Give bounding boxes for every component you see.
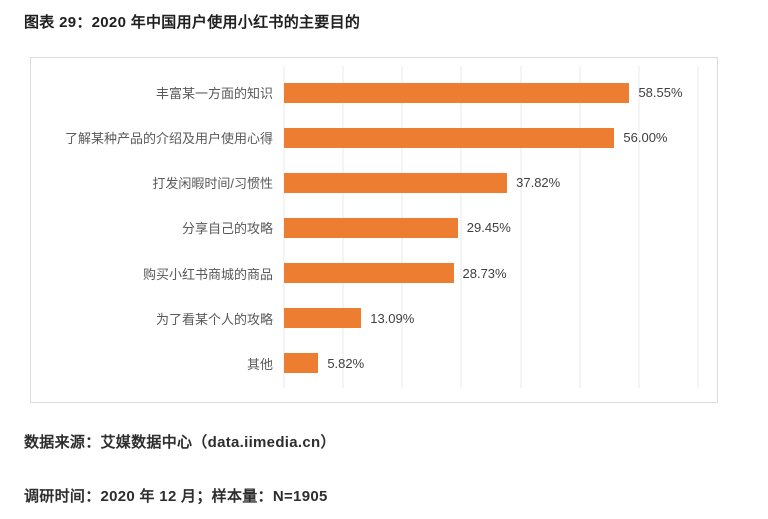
value-label: 13.09% bbox=[370, 310, 415, 326]
chart-row: 了解某种产品的介绍及用户使用心得 56.00% bbox=[31, 115, 697, 160]
bar bbox=[284, 217, 458, 238]
chart-row: 打发闲暇时间/习惯性 37.82% bbox=[31, 160, 697, 205]
gridline bbox=[697, 66, 699, 388]
chart-title: 图表 29：2020 年中国用户使用小红书的主要目的 bbox=[24, 14, 361, 31]
value-label: 58.55% bbox=[638, 85, 683, 101]
bar bbox=[284, 263, 454, 284]
bar-track: 58.55% bbox=[284, 70, 697, 115]
bar-track: 5.82% bbox=[284, 341, 697, 386]
bar-chart: 丰富某一方面的知识 58.55% 了解某种产品的介绍及用户使用心得 56.00% 打发闲… bbox=[30, 57, 718, 403]
bar-track: 56.00% bbox=[284, 115, 697, 160]
chart-row: 分享自己的攻略 29.45% bbox=[31, 205, 697, 250]
bar bbox=[284, 172, 508, 193]
category-label: 了解某种产品的介绍及用户使用心得 bbox=[64, 131, 273, 147]
gridline bbox=[520, 66, 522, 388]
category-label: 丰富某一方面的知识 bbox=[155, 86, 273, 102]
bar-track: 37.82% bbox=[284, 160, 697, 205]
value-label: 5.82% bbox=[327, 355, 365, 371]
category-label: 为了看某个人的攻略 bbox=[155, 311, 273, 327]
chart-row: 丰富某一方面的知识 58.55% bbox=[31, 70, 697, 115]
chart-row: 为了看某个人的攻略 13.09% bbox=[31, 296, 697, 341]
chart-row: 购买小红书商城的商品 28.73% bbox=[31, 251, 697, 296]
value-label: 28.73% bbox=[462, 265, 507, 281]
bar bbox=[284, 82, 630, 103]
chart-rows: 丰富某一方面的知识 58.55% 了解某种产品的介绍及用户使用心得 56.00% 打发闲… bbox=[31, 70, 697, 386]
value-label: 37.82% bbox=[516, 175, 561, 191]
bar-track: 13.09% bbox=[284, 296, 697, 341]
gridline bbox=[579, 66, 581, 388]
chart-row: 其他 5.82% bbox=[31, 341, 697, 386]
bar bbox=[284, 353, 319, 374]
bar-track: 28.73% bbox=[284, 251, 697, 296]
bar-track: 29.45% bbox=[284, 205, 697, 250]
data-source-note: 数据来源：艾媒数据中心（data.iimedia.cn） bbox=[24, 434, 336, 451]
category-label: 其他 bbox=[246, 356, 273, 372]
category-label: 分享自己的攻略 bbox=[181, 221, 273, 237]
gridline bbox=[638, 66, 640, 388]
category-label: 购买小红书商城的商品 bbox=[142, 266, 273, 282]
survey-info-note: 调研时间：2020 年 12 月；样本量：N=1905 bbox=[24, 488, 328, 505]
value-label: 56.00% bbox=[623, 130, 668, 146]
gridline bbox=[460, 66, 462, 388]
category-label: 打发闲暇时间/习惯性 bbox=[152, 176, 273, 192]
bar bbox=[284, 127, 615, 148]
bar bbox=[284, 308, 362, 329]
value-label: 29.45% bbox=[466, 220, 511, 236]
